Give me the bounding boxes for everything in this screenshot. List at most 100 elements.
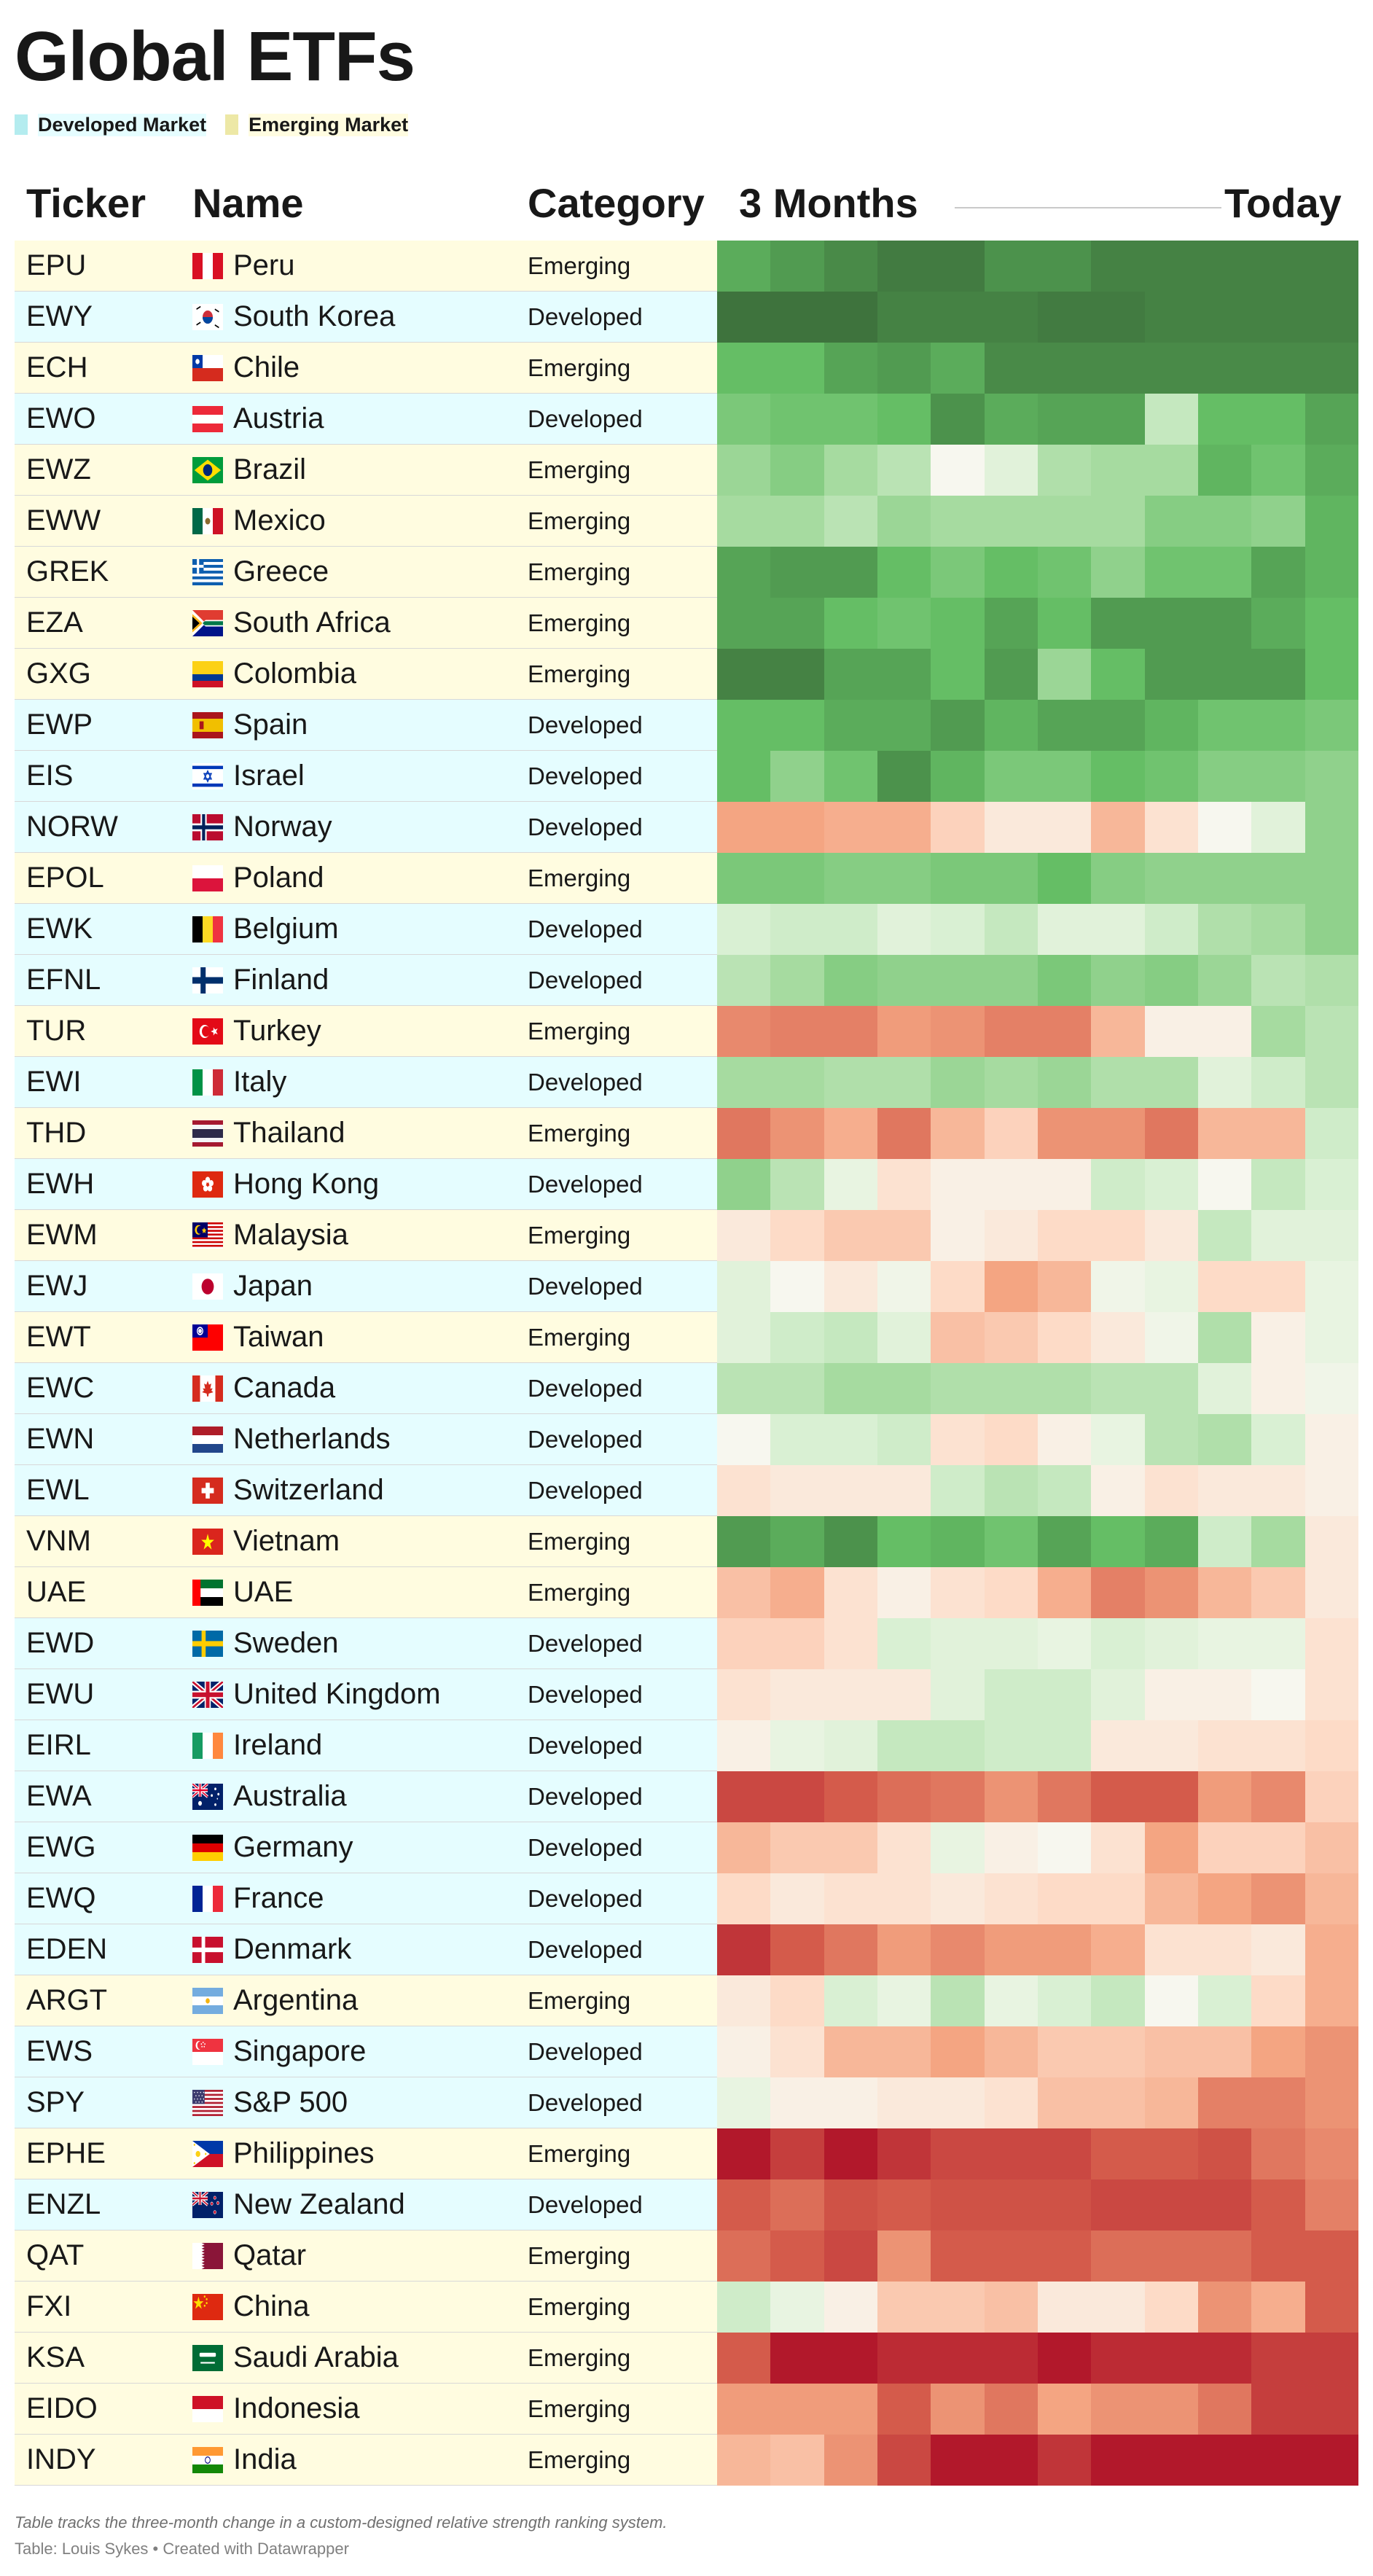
heat-cell (1305, 802, 1358, 853)
table-row: NORW Norway Developed (15, 802, 1358, 853)
row-label-cells: EWT Taiwan Emerging (15, 1312, 717, 1363)
header-3-months: 3 Months (739, 180, 918, 226)
colombia-flag-icon (192, 661, 223, 687)
heat-cell (931, 292, 985, 343)
heat-cell (1251, 1057, 1306, 1108)
austria-flag-icon (192, 406, 223, 432)
ticker-cell: EWP (26, 709, 93, 741)
heatmap-strip (717, 1465, 1358, 1516)
ticker-cell: EWU (26, 1678, 95, 1710)
heat-cell (770, 2128, 825, 2179)
heat-cell (717, 2026, 771, 2077)
heat-cell (1198, 2333, 1252, 2384)
row-label-cells: NORW Norway Developed (15, 802, 717, 853)
heat-cell (1198, 2435, 1252, 2486)
heat-cell (1145, 1873, 1199, 1924)
heat-cell (1091, 2282, 1146, 2333)
heat-cell (931, 445, 985, 496)
heat-cell (1145, 343, 1199, 394)
heat-cell (1198, 1108, 1252, 1159)
heat-cell (1198, 343, 1252, 394)
singapore-flag-icon (192, 2039, 223, 2065)
heat-cell (1091, 1108, 1146, 1159)
heat-cell (931, 2128, 985, 2179)
heat-cell (770, 2384, 825, 2435)
heat-cell (824, 700, 878, 751)
category-cell: Emerging (528, 2344, 631, 2371)
heat-cell (1145, 1159, 1199, 1210)
heat-cell (770, 1924, 825, 1975)
heat-cell (1091, 1720, 1146, 1771)
heat-cell (1251, 1669, 1306, 1720)
heat-cell (717, 2128, 771, 2179)
category-cell: Emerging (528, 456, 631, 483)
heatmap-strip (717, 2230, 1358, 2282)
heat-cell (1145, 1771, 1199, 1822)
heat-cell (1305, 1108, 1358, 1159)
heat-cell (1251, 1414, 1306, 1465)
legend-item-emerging: Emerging Market (225, 113, 409, 136)
row-label-cells: TUR Turkey Emerging (15, 1006, 717, 1057)
heat-cell (824, 1669, 878, 1720)
ticker-cell: INDY (26, 2443, 96, 2475)
category-cell: Developed (528, 916, 643, 942)
heat-cell (770, 1873, 825, 1924)
heat-cell (1198, 1261, 1252, 1312)
heat-cell (1091, 1465, 1146, 1516)
heat-cell (1251, 2435, 1306, 2486)
heat-cell (1145, 751, 1199, 802)
heat-cell (1305, 1873, 1358, 1924)
row-label-cells: EWY South Korea Developed (15, 292, 717, 343)
heat-cell (1145, 955, 1199, 1006)
heat-cell (824, 904, 878, 955)
heat-cell (1091, 1618, 1146, 1669)
heat-cell (717, 292, 771, 343)
heat-cell (770, 292, 825, 343)
ticker-cell: EWH (26, 1168, 95, 1200)
saudi-arabia-flag-icon (192, 2345, 223, 2371)
heat-cell (1091, 2230, 1146, 2282)
heat-cell (1038, 1822, 1092, 1873)
row-label-cells: EIRL Ireland Developed (15, 1720, 717, 1771)
heat-cell (931, 802, 985, 853)
japan-flag-icon (192, 1273, 223, 1300)
heat-cell (1091, 1873, 1146, 1924)
heat-cell (1038, 445, 1092, 496)
country-name-cell: Thailand (233, 1117, 345, 1149)
heat-cell (877, 598, 931, 649)
heat-cell (985, 1261, 1038, 1312)
heatmap-strip (717, 598, 1358, 649)
country-name-cell: Colombia (233, 657, 356, 690)
ticker-cell: EWM (26, 1219, 98, 1251)
heatmap-strip (717, 292, 1358, 343)
denmark-flag-icon (192, 1937, 223, 1963)
country-name-cell: Turkey (233, 1015, 321, 1047)
heat-cell (1198, 1618, 1252, 1669)
heat-cell (824, 2282, 878, 2333)
heat-cell (985, 649, 1038, 700)
heat-cell (1091, 241, 1146, 292)
country-name-cell: Japan (233, 1270, 313, 1302)
heatmap-strip (717, 1363, 1358, 1414)
heat-cell (824, 598, 878, 649)
heat-cell (1038, 2384, 1092, 2435)
new-zealand-flag-icon (192, 2192, 223, 2218)
table-row: EWH Hong Kong Developed (15, 1159, 1358, 1210)
heat-cell (1038, 2282, 1092, 2333)
heat-cell (985, 1618, 1038, 1669)
row-label-cells: EWG Germany Developed (15, 1822, 717, 1873)
heat-cell (1091, 2128, 1146, 2179)
ticker-cell: ARGT (26, 1984, 108, 2016)
heat-cell (717, 1312, 771, 1363)
ticker-cell: EWT (26, 1321, 91, 1353)
heatmap-strip (717, 2179, 1358, 2230)
heat-cell (1251, 2128, 1306, 2179)
heat-cell (1305, 292, 1358, 343)
heat-cell (824, 1771, 878, 1822)
heat-cell (877, 343, 931, 394)
heat-cell (1091, 904, 1146, 955)
heat-cell (1091, 598, 1146, 649)
heat-cell (1145, 2333, 1199, 2384)
heat-cell (1145, 2026, 1199, 2077)
heat-cell (1305, 1924, 1358, 1975)
